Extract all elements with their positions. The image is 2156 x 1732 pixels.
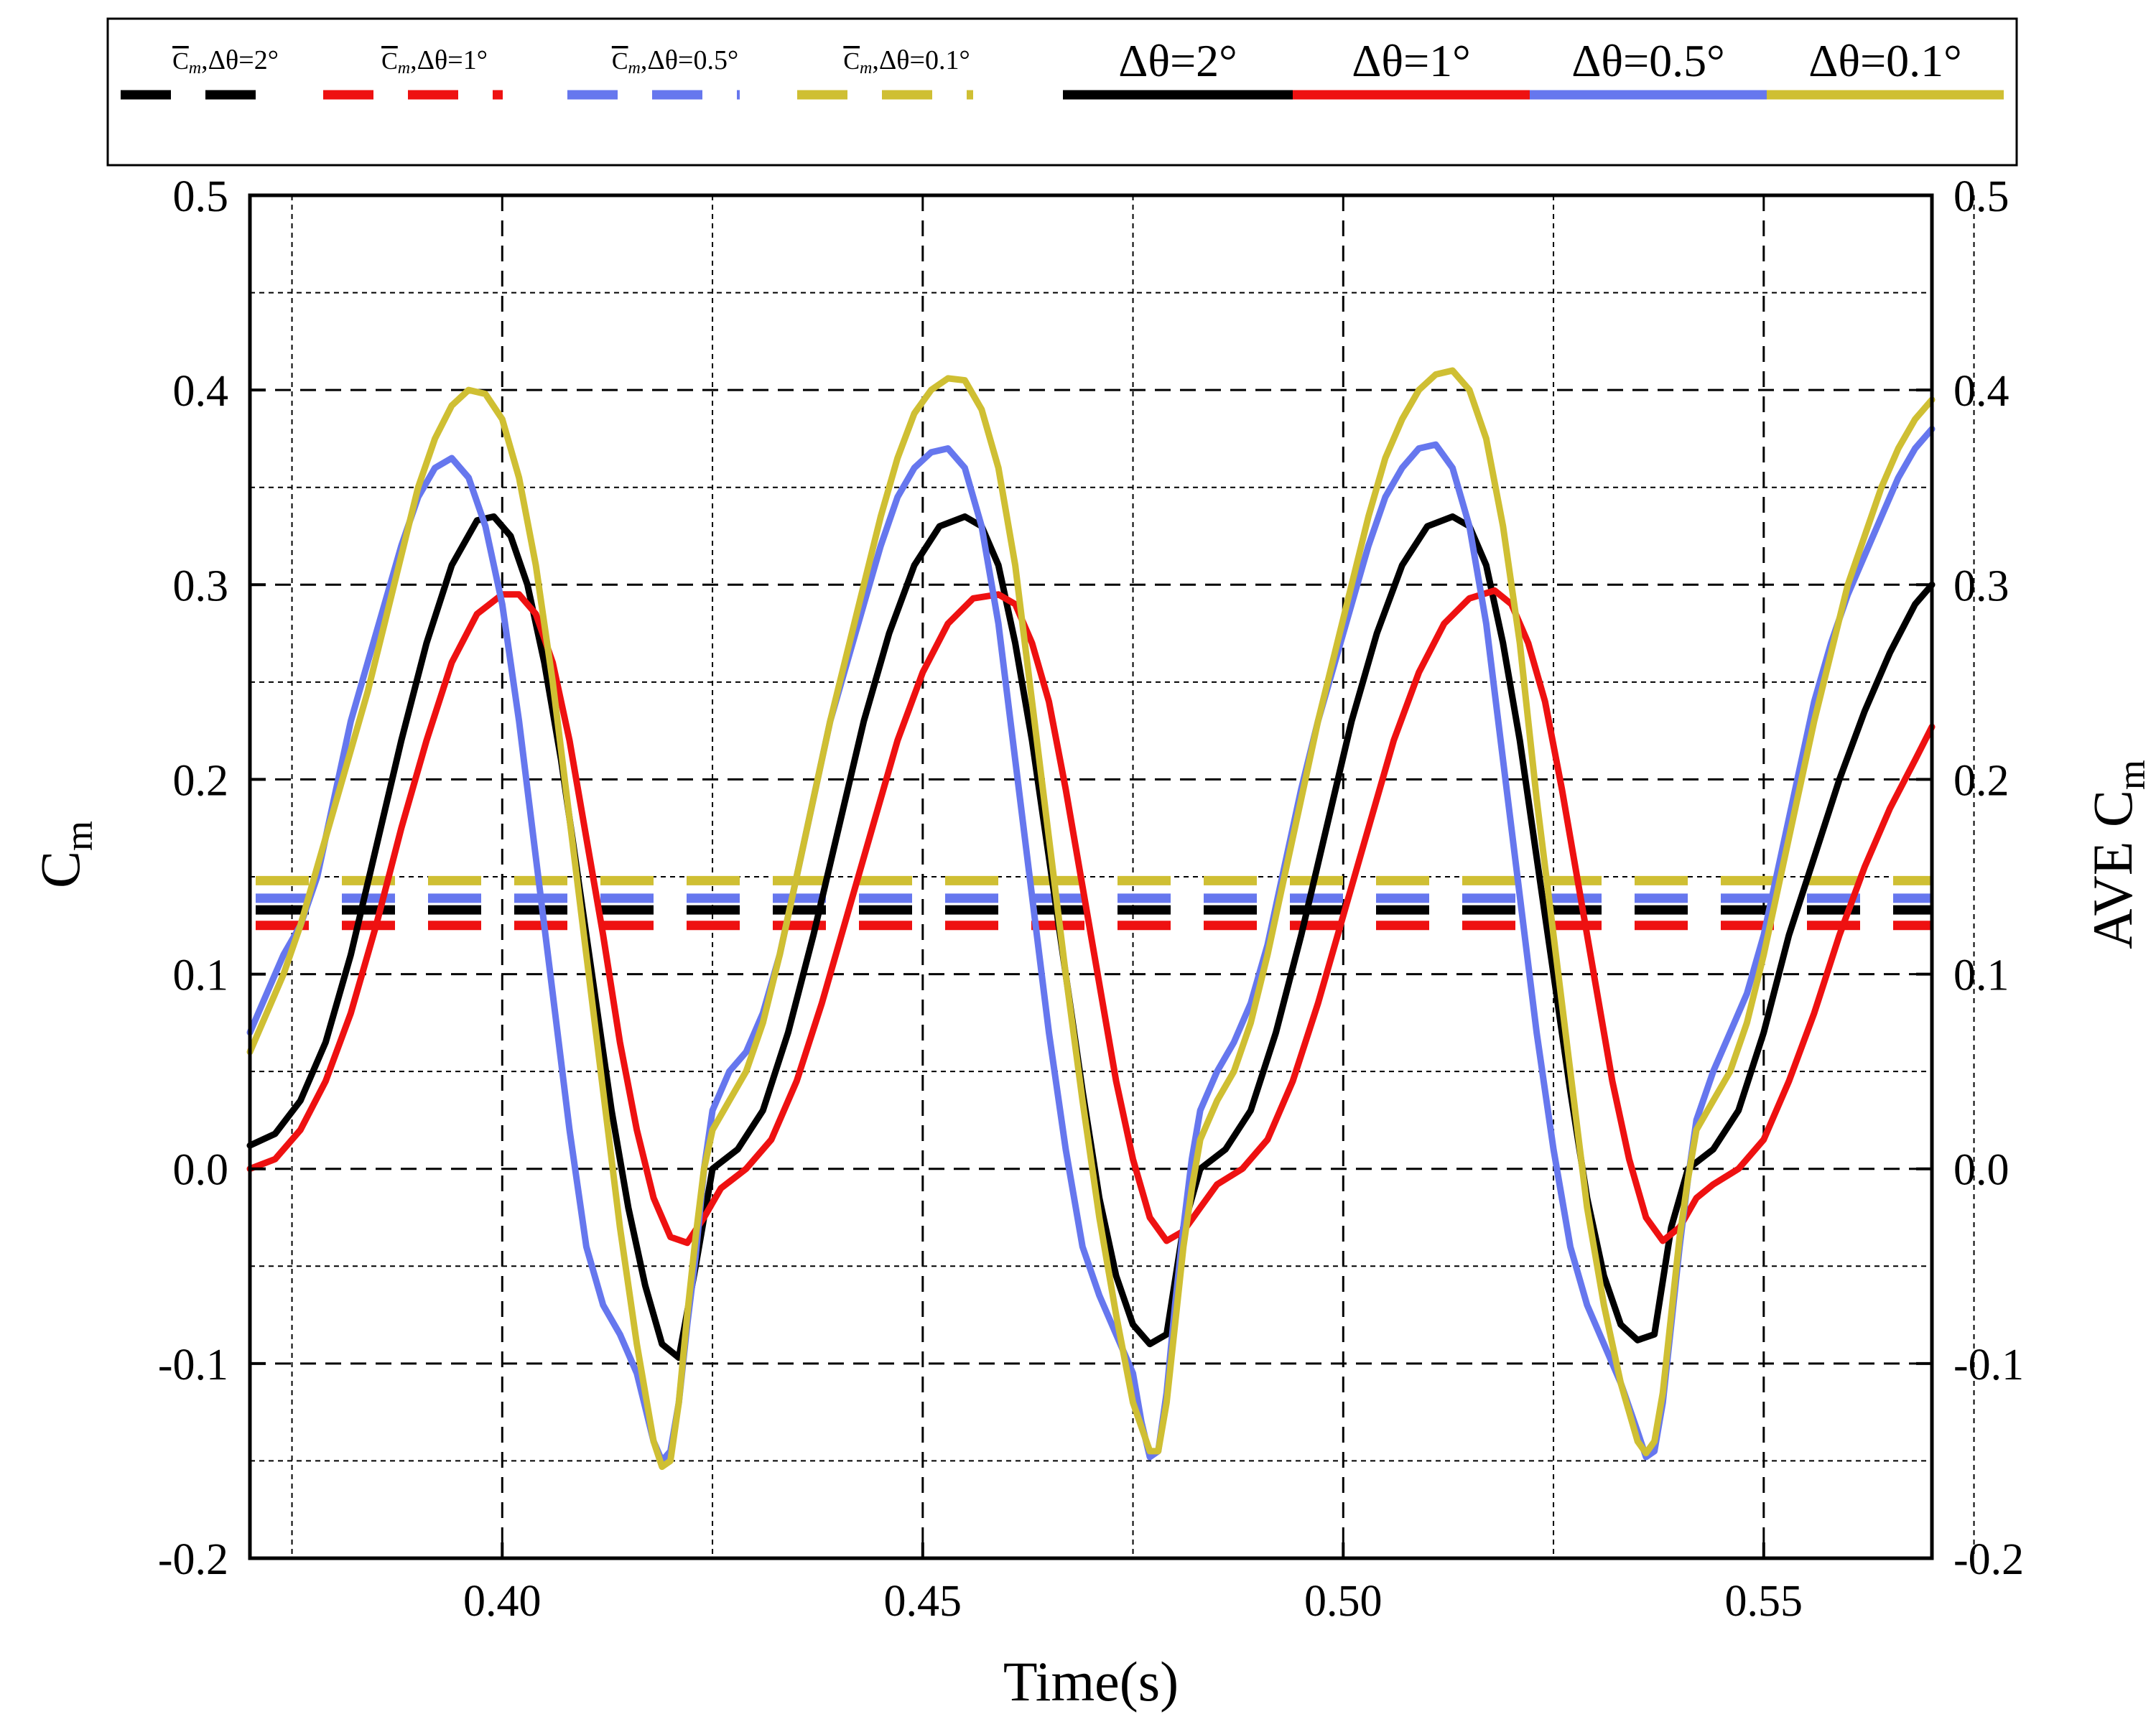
legend-label-text: ,Δθ=2°: [201, 45, 279, 75]
y-axis-title-right: AVE Cm: [2081, 760, 2153, 949]
legend-label-6: Δθ=0.5°: [1571, 35, 1725, 86]
legend-label-subscript: m: [860, 59, 872, 78]
legend-label-0: Cm,Δθ=2°: [172, 45, 279, 78]
average-lines: [250, 875, 1932, 931]
legend-label-7: Δθ=0.1°: [1808, 35, 1962, 86]
series-lines: [246, 367, 1936, 1471]
y-tick-label-left: 0.0: [173, 1146, 229, 1195]
y-tick-label-right: 0.4: [1953, 367, 2009, 416]
y-tick-label-right: 0.0: [1953, 1146, 2009, 1195]
y-tick-label-right: 0.2: [1953, 756, 2009, 805]
y-tick-label-left: 0.2: [173, 756, 229, 805]
grid: [250, 195, 1975, 1558]
y-tick-label-left: 0.5: [173, 172, 229, 221]
axes: 0.40 0.45 0.50 0.55 -0.2 -0.2 -0.1 -0.1 0.0 0.0 0.…: [29, 172, 2153, 1713]
legend-label-symbol: C: [612, 48, 628, 75]
legend-label-symbol: C: [172, 48, 189, 75]
y-axis-title-left-main: C: [29, 851, 91, 888]
y-tick-label-left: 0.3: [173, 562, 229, 610]
y-axis-title-right-main: AVE C: [2081, 790, 2144, 949]
x-tick-label: 0.55: [1725, 1577, 1803, 1626]
y-tick-label-left: 0.4: [173, 367, 229, 416]
legend-label-text: ,Δθ=0.1°: [872, 45, 970, 75]
legend-label-text: ,Δθ=0.5°: [641, 45, 738, 75]
y-axis-title-right-sub: m: [2110, 760, 2153, 790]
plot-frame: [248, 193, 1934, 1560]
y-tick-label-left: -0.1: [158, 1341, 228, 1389]
x-axis-title: Time(s): [1003, 1650, 1179, 1713]
legend-label-subscript: m: [189, 59, 201, 78]
series-line-1: [246, 587, 1936, 1247]
series-line-3: [246, 367, 1936, 1471]
legend-label-subscript: m: [628, 59, 641, 78]
legend-label-subscript: m: [398, 59, 410, 78]
x-tick-label: 0.50: [1304, 1577, 1383, 1626]
legend-label-5: Δθ=1°: [1352, 35, 1471, 86]
y-tick-label-left: 0.1: [173, 951, 229, 1000]
y-tick-label-right: 0.3: [1953, 562, 2009, 610]
x-tick-label: 0.40: [463, 1577, 542, 1626]
legend-label-3: Cm,Δθ=0.1°: [843, 45, 970, 78]
y-tick-label-right: -0.2: [1953, 1535, 2024, 1584]
x-tick-label: 0.45: [884, 1577, 962, 1626]
y-axis-title-left-sub: m: [57, 821, 101, 851]
legend-label-4: Δθ=2°: [1118, 35, 1237, 86]
y-tick-label-right: -0.1: [1953, 1341, 2024, 1389]
y-tick-label-right: 0.5: [1953, 172, 2009, 221]
legend-label-text: ,Δθ=1°: [410, 45, 488, 75]
legend: Cm,Δθ=2° Cm,Δθ=1° Cm,Δθ=0.5° Cm,Δθ=0.1° Δθ=2…: [106, 17, 2018, 167]
legend-label-symbol: C: [381, 48, 398, 75]
legend-label-symbol: C: [843, 48, 860, 75]
legend-label-1: Cm,Δθ=1°: [381, 45, 488, 78]
legend-label-2: Cm,Δθ=0.5°: [612, 45, 738, 78]
y-tick-label-left: -0.2: [158, 1535, 228, 1584]
y-tick-label-right: 0.1: [1953, 951, 2009, 1000]
y-axis-title-left: Cm: [29, 821, 101, 888]
